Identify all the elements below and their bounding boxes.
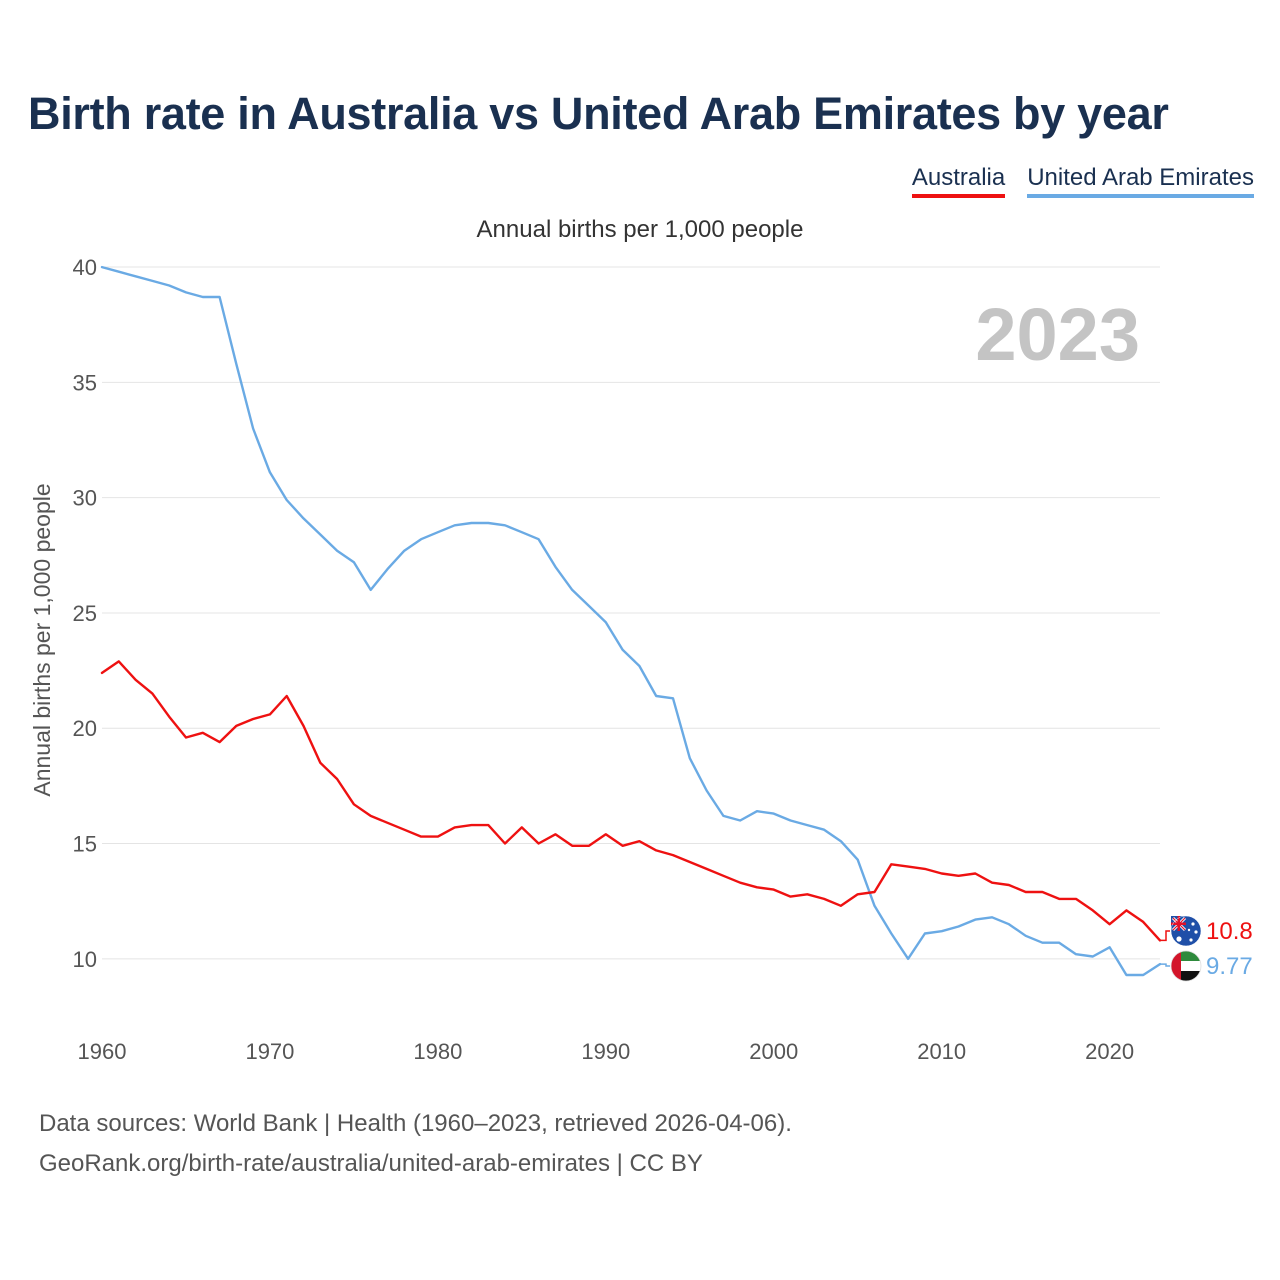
flag-star-3 <box>1189 938 1193 942</box>
grid-lines <box>102 266 1160 960</box>
x-axis-ticks: 1960 1970 1980 1990 2000 2010 2020 <box>78 1039 1135 1064</box>
end-value-label-uae: 9.77 <box>1206 953 1253 980</box>
source-line-2: GeoRank.org/birth-rate/australia/united-… <box>39 1150 703 1177</box>
y-axis-ticks: 10 15 20 25 30 35 40 <box>73 255 97 972</box>
y-tick-label-40: 40 <box>73 255 97 280</box>
flag-red <box>1171 951 1181 981</box>
source-note: Data sources: World Bank | Health (1960–… <box>39 1104 792 1184</box>
end-connector-uae <box>1160 963 1170 967</box>
y-tick-label-15: 15 <box>73 832 97 857</box>
legend: Australia United Arab Emirates <box>911 164 1254 198</box>
x-tick-label-2010: 2010 <box>917 1039 966 1064</box>
flag-border <box>1170 950 1202 982</box>
chart-title: Birth rate in Australia vs United Arab E… <box>28 88 1169 139</box>
x-tick-label-1980: 1980 <box>413 1039 462 1064</box>
series-line-australia <box>100 660 1162 942</box>
flag-green <box>1171 951 1201 961</box>
y-axis-label: Annual births per 1,000 people <box>29 483 55 796</box>
flag-star-2 <box>1194 930 1198 934</box>
x-tick-label-1960: 1960 <box>78 1039 127 1064</box>
year-watermark: 2023 <box>975 293 1140 376</box>
x-tick-label-2020: 2020 <box>1085 1039 1134 1064</box>
uae-flag-icon <box>1170 950 1202 982</box>
x-tick-label-2000: 2000 <box>749 1039 798 1064</box>
series-lines <box>100 265 1162 977</box>
y-tick-label-25: 25 <box>73 601 97 626</box>
flag-star-0 <box>1176 936 1182 942</box>
end-value-label-australia: 10.8 <box>1206 918 1253 945</box>
flag-star-4 <box>1187 928 1191 932</box>
chart-subtitle: Annual births per 1,000 people <box>476 216 804 243</box>
source-line-1: Data sources: World Bank | Health (1960–… <box>39 1110 792 1137</box>
y-tick-label-10: 10 <box>73 947 97 972</box>
y-tick-label-35: 35 <box>73 370 97 395</box>
end-connector-australia <box>1160 930 1170 942</box>
y-tick-label-20: 20 <box>73 716 97 741</box>
flag-body <box>1171 951 1201 981</box>
australia-flag-icon <box>1170 915 1202 947</box>
y-tick-label-30: 30 <box>73 486 97 511</box>
flag-white <box>1171 961 1201 971</box>
flag-cross-h <box>1171 922 1186 925</box>
x-tick-label-1970: 1970 <box>245 1039 294 1064</box>
flag-black <box>1171 971 1201 981</box>
line-chart: 10 15 20 25 30 35 40 1960 1970 1980 1990 2000 2010 2… <box>29 255 1253 1064</box>
flag-border <box>1170 915 1202 947</box>
legend-item-australia[interactable]: Australia <box>911 164 1006 198</box>
series-line-uae <box>100 265 1162 977</box>
x-tick-label-1990: 1990 <box>581 1039 630 1064</box>
series-end-markers: 10.8 9.77 <box>1160 915 1253 982</box>
legend-item-uae[interactable]: United Arab Emirates <box>1027 164 1254 198</box>
flag-star-1 <box>1191 922 1195 926</box>
